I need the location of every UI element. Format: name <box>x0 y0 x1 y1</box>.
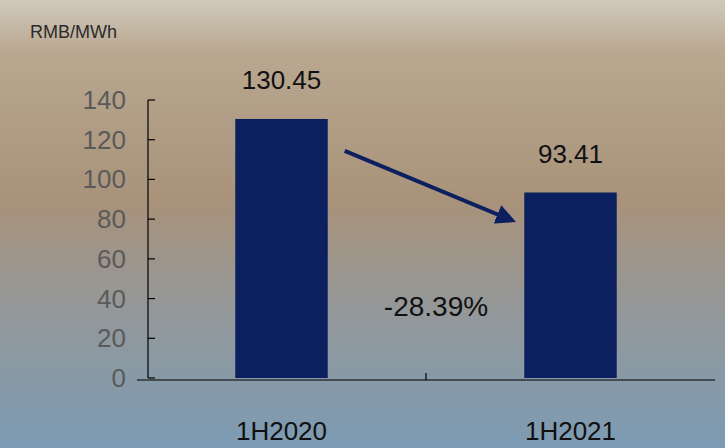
y-tick-label: 60 <box>97 244 126 274</box>
change-arrow <box>345 151 513 221</box>
y-tick <box>148 179 155 180</box>
bar <box>524 193 616 378</box>
y-axis-line <box>147 100 148 378</box>
bar <box>235 119 327 378</box>
chart: RMB/MWh 0 20 40 60 80 100 120 140 130.45 1H2020 93.… <box>0 0 725 448</box>
annotation: -28.39% <box>384 291 488 322</box>
data-label: 93.41 <box>538 139 603 169</box>
y-tick <box>148 219 155 220</box>
y-tick-label: 20 <box>97 323 126 353</box>
y-tick <box>148 258 155 259</box>
bars <box>235 119 616 378</box>
x-tick-label: 1H2021 <box>525 416 616 446</box>
y-tick-label: 120 <box>83 125 126 155</box>
x-tick-label: 1H2020 <box>236 416 327 446</box>
background <box>0 0 725 448</box>
data-label: 130.45 <box>242 65 322 95</box>
y-tick <box>148 338 155 339</box>
y-axis-title: RMB/MWh <box>30 22 117 42</box>
y-tick-label: 40 <box>97 284 126 314</box>
y-tick-label: 0 <box>112 363 126 393</box>
y-tick <box>148 377 155 378</box>
y-tick-label: 140 <box>83 85 126 115</box>
x-category-divider <box>425 373 426 380</box>
y-tick <box>148 99 155 100</box>
y-tick <box>148 139 155 140</box>
y-tick-label: 80 <box>97 204 126 234</box>
y-tick <box>148 298 155 299</box>
y-tick-label: 100 <box>83 164 126 194</box>
